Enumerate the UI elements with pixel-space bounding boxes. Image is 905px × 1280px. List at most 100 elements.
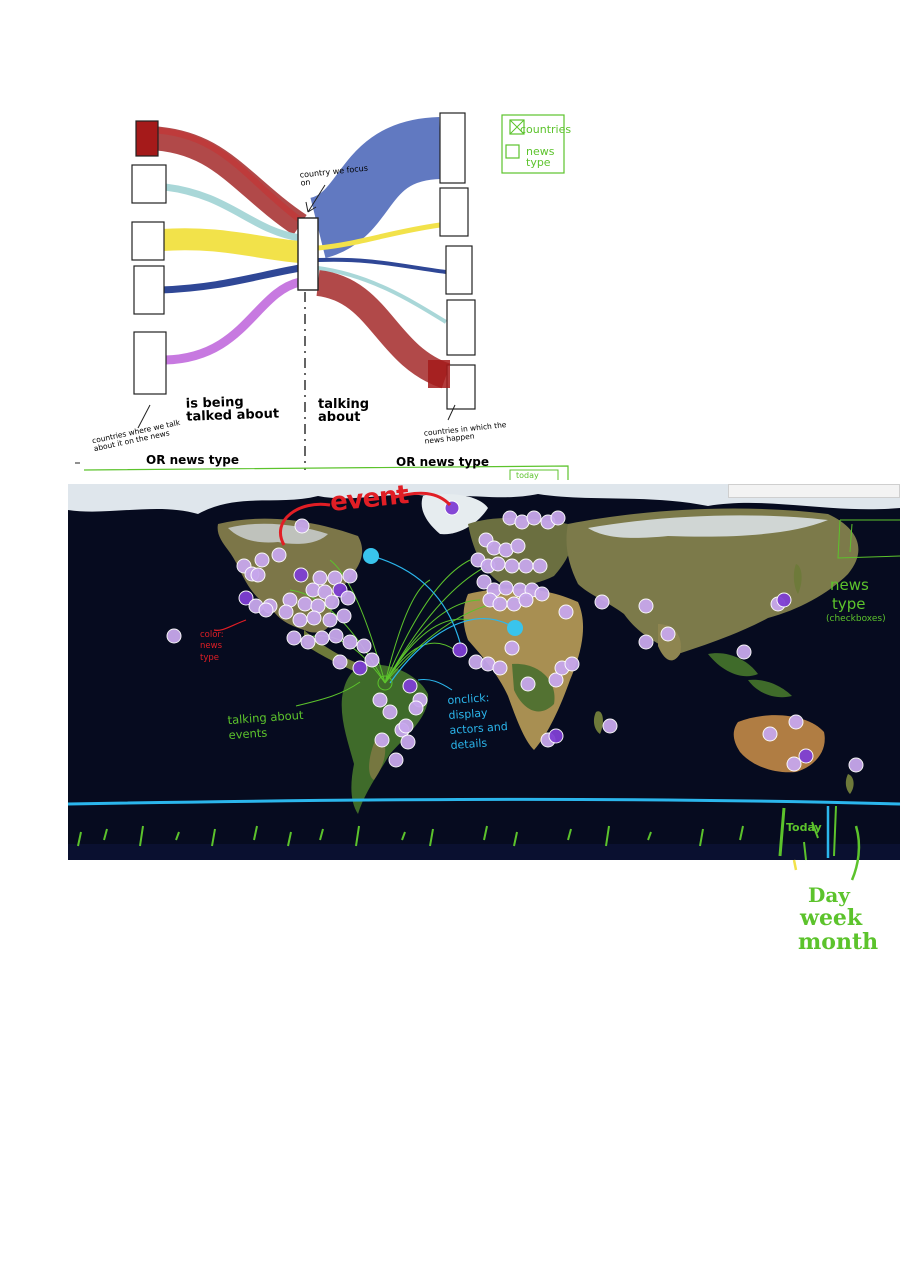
event-dot — [504, 640, 520, 656]
granularity-week[interactable]: week — [800, 905, 863, 931]
event-dot — [388, 752, 404, 768]
event-dot — [250, 567, 266, 583]
timeline-tick — [253, 825, 258, 841]
event-dot — [382, 704, 398, 720]
timeline-tick — [513, 831, 518, 847]
timeline-tick — [647, 831, 652, 841]
color-note-arrow — [213, 619, 247, 631]
flow-left-violet — [164, 277, 302, 365]
event-dot — [254, 552, 270, 568]
event-dot — [293, 567, 309, 583]
event-dot — [398, 718, 414, 734]
today-bracket-right — [833, 805, 837, 857]
focus-country-box — [297, 217, 319, 291]
today-button[interactable]: Today — [786, 821, 822, 834]
granularity-month[interactable]: month — [798, 929, 879, 956]
event-dot — [352, 660, 368, 676]
event-label: event — [328, 479, 410, 519]
checkbox-panel-outline — [837, 519, 901, 559]
event-dot — [286, 630, 302, 646]
event-dot — [798, 748, 814, 764]
connection-line-blue — [371, 555, 463, 651]
event-dot — [558, 604, 574, 620]
event-dot — [504, 558, 520, 574]
event-dot — [452, 642, 468, 658]
legend-countries-label: countries — [520, 123, 572, 136]
annotations — [67, 491, 901, 881]
event-dot — [166, 628, 182, 644]
event-dot — [294, 518, 310, 534]
event-dot — [300, 634, 316, 650]
flow-right-navy — [317, 257, 447, 274]
event-dot — [526, 510, 542, 526]
left-box-5 — [133, 331, 167, 395]
event-arrow-right — [391, 491, 452, 507]
event-dot — [324, 594, 340, 610]
event-dot — [518, 592, 534, 608]
event-dot — [660, 626, 676, 642]
event-dot — [372, 692, 388, 708]
asia — [566, 508, 859, 654]
timeline-tick — [175, 831, 180, 841]
timeline-tick — [803, 841, 807, 861]
flow-left-red — [147, 126, 307, 235]
focus-arrow — [305, 184, 326, 213]
flow-right-yellow — [317, 222, 441, 251]
flow-right-red — [315, 270, 451, 389]
today-yellow-tick — [792, 859, 798, 871]
flow-left-lightblue — [164, 183, 301, 242]
event-dot — [476, 574, 492, 590]
talking-about: talking about — [318, 397, 370, 425]
event-dot — [322, 612, 338, 628]
event-dot — [271, 547, 287, 563]
connection-line-green — [384, 579, 431, 684]
right-box-5 — [446, 364, 476, 410]
legend-checkbox-countries — [509, 119, 525, 135]
flow-left-navy — [159, 264, 301, 294]
event-dot — [402, 678, 418, 694]
world-map[interactable] — [68, 484, 900, 860]
timeline-tick — [139, 825, 144, 847]
news-type-line-1: news — [830, 576, 869, 594]
map-search-input[interactable] — [728, 484, 900, 498]
timeline-tick — [211, 828, 216, 847]
event-dot — [238, 590, 254, 606]
event-dot — [292, 612, 308, 628]
news-type-line-3: (checkboxes) — [826, 613, 886, 624]
legend-frame — [501, 114, 565, 174]
sketch-today-label: today — [516, 471, 539, 480]
granularity-day[interactable]: Day — [808, 883, 850, 907]
timeline-tick — [739, 825, 744, 841]
connection-line-green — [384, 618, 471, 684]
arctic-ice — [68, 484, 900, 514]
timeline-tick — [483, 825, 488, 841]
timeline-tick — [605, 825, 610, 847]
timeline-tick — [319, 828, 324, 841]
event-dot — [594, 594, 610, 610]
event-dot — [788, 714, 804, 730]
event-dot — [520, 676, 536, 692]
event-dot — [258, 602, 274, 618]
madagascar — [593, 711, 603, 734]
event-dot — [336, 608, 352, 624]
event-dot — [638, 634, 654, 650]
sankey-sketch — [75, 112, 569, 480]
world-map-svg — [68, 484, 900, 860]
japan — [793, 564, 802, 594]
event-dot — [534, 586, 550, 602]
onclick-note: onclick: display actors and details — [447, 690, 509, 753]
event-dot — [312, 570, 328, 586]
event-dot — [490, 556, 506, 572]
today-arrow — [811, 821, 819, 839]
event-dot — [342, 634, 358, 650]
event-dot — [342, 568, 358, 584]
event-dot — [602, 718, 618, 734]
timeline-end-tick — [850, 825, 861, 881]
onclick-pointer — [417, 679, 453, 691]
connection-line-blue — [389, 618, 516, 684]
event-dots — [166, 500, 864, 773]
flow-right-lightblue — [317, 266, 448, 324]
event-dot — [550, 510, 566, 526]
